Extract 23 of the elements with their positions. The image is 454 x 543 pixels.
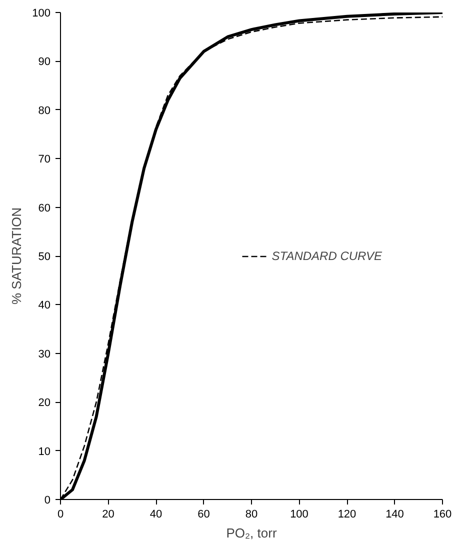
y-tick-label: 40 — [38, 300, 51, 312]
x-tick-label: 0 — [57, 508, 64, 520]
y-tick-label: 60 — [38, 202, 51, 214]
x-tick-label: 100 — [290, 508, 308, 520]
y-tick-label: 100 — [32, 8, 51, 20]
y-tick-label: 50 — [38, 251, 51, 263]
x-tick-label: 140 — [386, 508, 404, 520]
x-tick-label: 60 — [198, 508, 210, 520]
x-tick-label: 20 — [102, 508, 114, 520]
x-tick-label: 80 — [245, 508, 258, 520]
y-tick-label: 70 — [38, 154, 51, 166]
y-tick-label: 10 — [38, 446, 51, 458]
x-axis-title: PO₂, torr — [226, 526, 278, 540]
y-tick-label: 30 — [38, 348, 51, 360]
x-tick-label: 120 — [338, 508, 356, 520]
legend-label: STANDARD CURVE — [272, 248, 382, 262]
x-tick-label: 40 — [150, 508, 162, 520]
y-tick-label: 20 — [38, 397, 51, 410]
y-axis-title: % SATURATION — [9, 207, 24, 305]
y-tick-label: 80 — [38, 104, 51, 117]
x-tick-label: 160 — [433, 508, 452, 520]
y-tick-label: 0 — [44, 494, 51, 506]
y-tick-label: 90 — [38, 56, 51, 68]
